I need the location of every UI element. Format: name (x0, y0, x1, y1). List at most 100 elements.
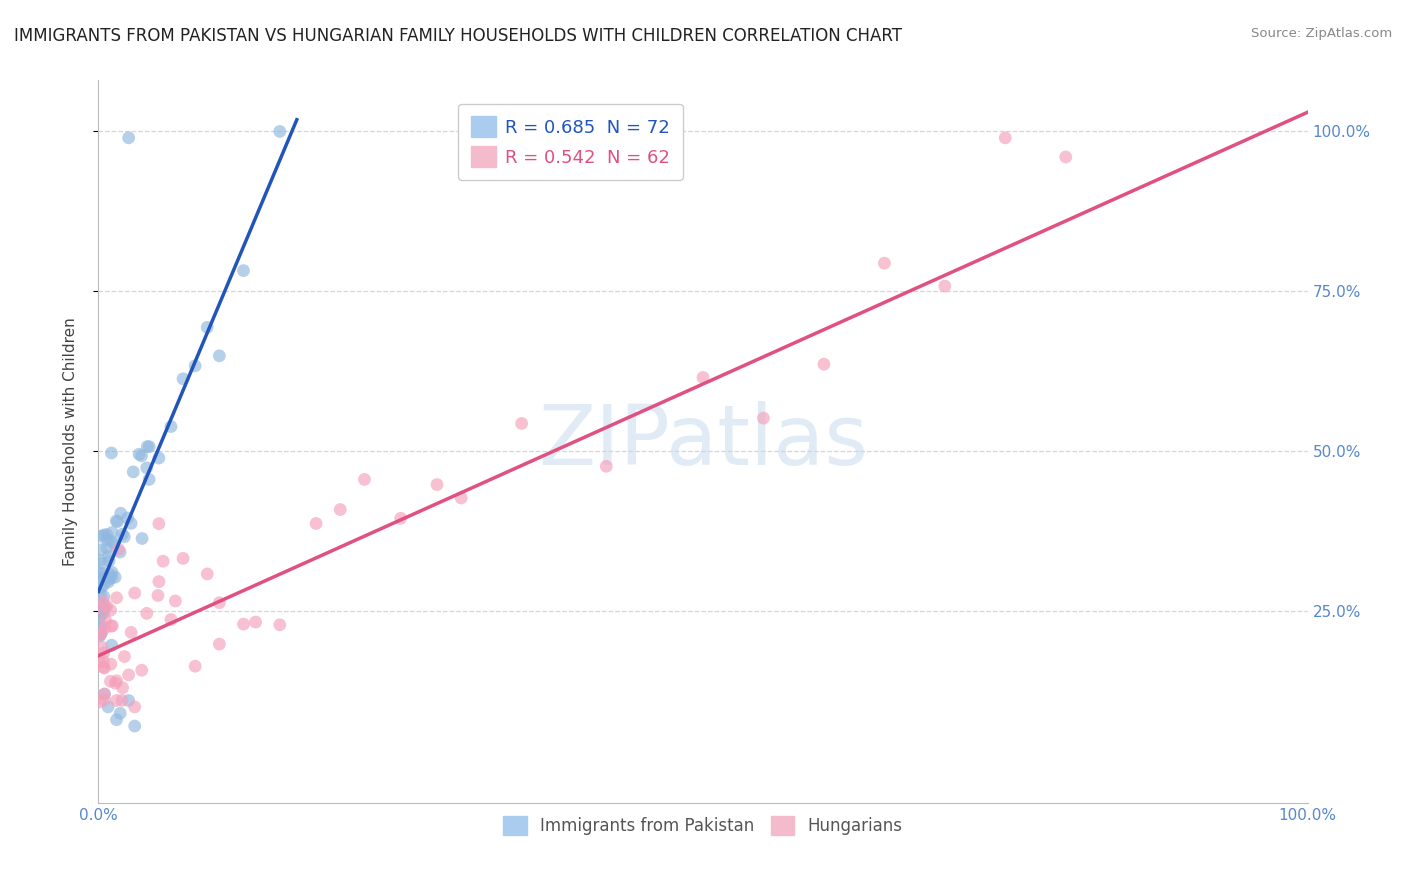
Point (93, 590, 115, 604)
Point (89, 611, 111, 625)
Y-axis label: Family Households with Children: Family Households with Children (63, 318, 77, 566)
Point (89, 566, 111, 580)
Point (118, 668, 141, 682)
Point (195, 566, 218, 581)
Point (873, 256, 896, 270)
Point (93, 578, 115, 592)
Point (89, 553, 111, 567)
Point (93, 601, 115, 615)
Point (165, 594, 187, 608)
Text: Source: ZipAtlas.com: Source: ZipAtlas.com (1251, 27, 1392, 40)
Point (135, 461, 157, 475)
Point (1054, 150, 1077, 164)
Point (118, 693, 141, 707)
Point (100, 674, 122, 689)
Text: ZIPatlas: ZIPatlas (538, 401, 868, 482)
Point (100, 534, 122, 549)
Point (96, 527, 118, 541)
Point (172, 551, 194, 566)
Point (90, 597, 112, 611)
Point (100, 638, 122, 652)
Point (934, 279, 956, 293)
Text: IMMIGRANTS FROM PAKISTAN VS HUNGARIAN FAMILY HOUSEHOLDS WITH CHILDREN CORRELATIO: IMMIGRANTS FROM PAKISTAN VS HUNGARIAN FA… (14, 27, 903, 45)
Point (101, 566, 124, 580)
Point (232, 263, 254, 277)
Point (105, 693, 128, 707)
Point (105, 591, 128, 605)
Point (208, 349, 231, 363)
Point (245, 615, 267, 629)
Point (124, 719, 146, 733)
Point (105, 514, 128, 528)
Point (148, 574, 170, 589)
Point (131, 532, 153, 546)
Point (89, 654, 111, 668)
Point (93, 655, 115, 669)
Point (91, 566, 114, 581)
Point (131, 449, 153, 463)
Point (160, 613, 183, 627)
Point (94, 621, 117, 635)
Point (353, 472, 375, 486)
Point (208, 637, 231, 651)
Point (90, 626, 112, 640)
Point (100, 570, 122, 584)
Point (195, 320, 218, 334)
Point (184, 359, 207, 373)
Point (124, 586, 146, 600)
Point (89, 587, 111, 601)
Point (98, 554, 121, 568)
Point (184, 659, 207, 673)
Point (269, 617, 291, 632)
Point (152, 554, 174, 568)
Point (96, 533, 118, 547)
Point (131, 663, 153, 677)
Point (93, 606, 115, 620)
Point (90, 542, 112, 557)
Point (138, 472, 160, 486)
Point (94, 600, 117, 615)
Point (111, 693, 134, 707)
Point (90, 570, 112, 584)
Point (89, 627, 111, 641)
Point (101, 619, 124, 633)
Point (90, 622, 112, 636)
Point (112, 649, 135, 664)
Point (305, 516, 328, 531)
Point (208, 596, 231, 610)
Point (135, 607, 157, 621)
Point (96, 541, 118, 555)
Point (120, 516, 142, 531)
Point (146, 589, 169, 603)
Point (108, 545, 131, 559)
Point (752, 411, 775, 425)
Point (93, 594, 115, 608)
Point (117, 511, 139, 525)
Point (108, 706, 131, 721)
Point (100, 619, 122, 633)
Point (90, 607, 112, 621)
Point (128, 447, 150, 461)
Point (90, 529, 112, 543)
Point (93, 693, 115, 707)
Point (269, 124, 291, 138)
Point (426, 477, 449, 491)
Point (111, 681, 134, 695)
Point (107, 515, 129, 529)
Point (97, 574, 120, 589)
Point (105, 673, 128, 688)
Point (93, 528, 115, 542)
Point (110, 506, 132, 520)
Point (90, 626, 112, 640)
Point (160, 419, 183, 434)
Point (103, 537, 125, 551)
Point (692, 370, 714, 384)
Point (98, 567, 121, 582)
Point (89, 695, 111, 709)
Point (100, 657, 122, 672)
Point (138, 440, 160, 454)
Point (89, 618, 111, 632)
Point (389, 511, 412, 525)
Point (104, 676, 127, 690)
Point (595, 459, 617, 474)
